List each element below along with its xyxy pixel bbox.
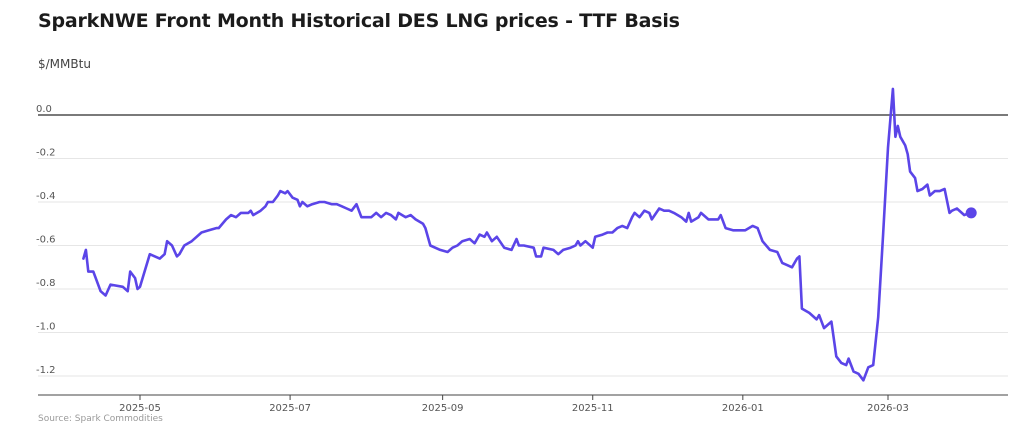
y-tick-label: -1.2 xyxy=(36,365,56,376)
x-tick-label: 2025-09 xyxy=(422,403,464,414)
plot-area xyxy=(82,87,977,382)
y-tick-label: -0.8 xyxy=(36,278,56,289)
series-line xyxy=(82,87,971,382)
last-value-marker xyxy=(965,207,977,219)
y-tick-label: -0.4 xyxy=(36,191,56,202)
y-axis-ticks: 0.0 -0.2 -0.4 -0.6 -0.8 -1.0 -1.2 xyxy=(36,104,56,376)
y-tick-label: -0.2 xyxy=(36,148,56,159)
x-axis-ticks: 2025-05 2025-07 2025-09 2025-11 2026-01 2026-… xyxy=(38,394,1008,414)
x-tick-label: 2025-07 xyxy=(269,403,311,414)
source-note: Source: Spark Commodities xyxy=(38,414,163,424)
x-tick-label: 2025-11 xyxy=(572,403,614,414)
gridlines xyxy=(38,114,1008,377)
x-tick-label: 2026-03 xyxy=(867,403,909,414)
y-tick-label: -0.6 xyxy=(36,235,56,246)
x-tick-label: 2025-05 xyxy=(119,403,161,414)
chart-title: SparkNWE Front Month Historical DES LNG … xyxy=(38,10,680,32)
x-tick-label: 2026-01 xyxy=(722,403,764,414)
y-tick-label: 0.0 xyxy=(36,104,52,115)
y-tick-label: -1.0 xyxy=(36,322,56,333)
y-axis-unit-label: $/MMBtu xyxy=(38,57,91,71)
